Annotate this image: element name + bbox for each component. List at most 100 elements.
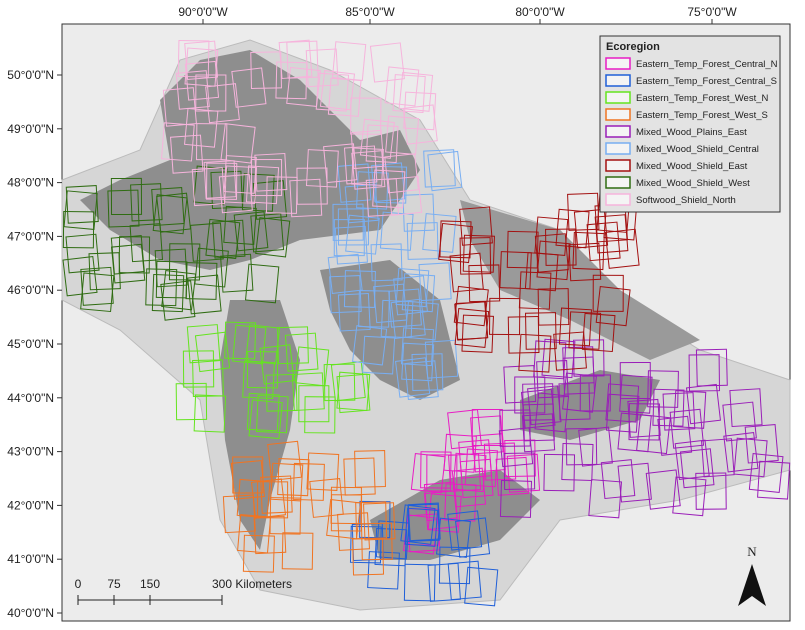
footprint-tile <box>88 252 121 291</box>
footprint-tile <box>286 66 321 108</box>
footprint-tile <box>65 233 100 274</box>
footprint-tile <box>224 165 258 205</box>
footprint-tile <box>203 160 237 199</box>
footprint-tile <box>438 222 473 264</box>
footprint-tile <box>384 66 420 107</box>
footprint-tile <box>230 460 266 500</box>
north-arrow-shape <box>738 564 766 606</box>
legend-label: Mixed_Wood_Shield_West <box>636 178 750 189</box>
footprint-tile <box>369 42 405 83</box>
footprint-tile <box>298 385 330 423</box>
lat-label: 42°0'0"N <box>7 498 54 512</box>
footprint-tile <box>291 372 325 412</box>
footprint-tile <box>305 149 339 188</box>
footprint-tile <box>156 192 192 233</box>
footprint-tile <box>155 260 188 299</box>
footprint-tile <box>233 211 269 252</box>
footprint-tile <box>393 275 428 316</box>
footprint-tile <box>223 205 257 245</box>
footprint-tile <box>352 325 388 366</box>
footprint-tile <box>220 123 256 164</box>
legend-label: Eastern_Temp_Forest_West_S <box>636 110 768 121</box>
footprint-tile <box>652 388 685 427</box>
legend-label: Softwood_Shield_North <box>636 195 736 206</box>
footprint-tile <box>306 452 340 491</box>
footprint-tile <box>701 438 735 478</box>
footprint-tile <box>110 235 145 275</box>
footprint-tile <box>358 290 390 328</box>
footprint-tile <box>558 307 592 347</box>
footprint-tile <box>359 500 391 539</box>
footprint-tile <box>619 374 653 414</box>
footprint-tile <box>636 413 671 455</box>
footprint-tile <box>184 60 220 101</box>
legend-label: Mixed_Wood_Shield_Central <box>636 144 759 155</box>
footprint-tile <box>619 361 651 400</box>
footprint-tile <box>186 324 221 364</box>
footprint-tile <box>267 440 302 481</box>
footprint-tile <box>160 280 196 321</box>
footprint-tile <box>362 335 396 375</box>
footprint-tile <box>748 452 784 494</box>
footprint-tile <box>218 173 253 214</box>
footprint-tile <box>349 525 382 564</box>
footprint-tile <box>337 292 371 332</box>
footprint-tile <box>464 566 499 607</box>
footprint-tile <box>534 216 569 256</box>
footprint-tile <box>448 453 482 492</box>
footprint-tile <box>617 462 652 503</box>
footprint-tile <box>395 267 430 308</box>
footprint-tile <box>403 91 437 131</box>
legend-label: Mixed_Wood_Shield_East <box>636 161 748 172</box>
footprint-tile <box>260 475 293 514</box>
scale-label: 0 <box>75 577 82 591</box>
legend-swatch <box>605 74 631 87</box>
footprint-tile <box>534 233 569 273</box>
footprint-tile <box>674 439 710 481</box>
footprint-tile <box>161 122 195 162</box>
lon-label: 85°0'0"W <box>345 5 395 19</box>
footprint-tile <box>304 396 336 434</box>
footprint-tile <box>289 178 323 218</box>
footprint-tile <box>248 399 283 440</box>
footprint-tile <box>175 382 208 421</box>
legend-title: Ecoregion <box>606 41 660 53</box>
footprint-tile <box>184 107 219 148</box>
lake-erie <box>370 470 540 560</box>
footprint-tile <box>361 522 393 561</box>
footprint-tile <box>423 481 458 522</box>
footprint-tile <box>600 459 636 500</box>
footprint-tile <box>110 177 143 216</box>
footprint-tile <box>685 383 721 425</box>
footprint-tile <box>236 478 271 519</box>
footprint-tile <box>534 392 570 433</box>
footprint-tile <box>555 208 590 249</box>
footprint-tile <box>259 344 295 385</box>
footprint-tile <box>326 499 362 540</box>
footprint-tile <box>278 39 313 80</box>
footprint-tile <box>679 448 715 489</box>
footprint-tile <box>733 437 768 478</box>
scale-label: 150 <box>140 577 160 591</box>
footprint-tile <box>367 551 400 590</box>
footprint-tile <box>402 104 438 145</box>
footprint-tile <box>250 213 285 253</box>
footprint-tile <box>459 458 494 499</box>
footprint-tile <box>404 507 439 547</box>
footprint-tile <box>151 274 185 313</box>
footprint-tile <box>545 228 577 266</box>
footprint-tile <box>471 408 503 446</box>
footprint-tile <box>365 124 399 164</box>
legend-swatch <box>605 125 631 138</box>
footprint-tile <box>65 185 99 224</box>
footprint-tile <box>536 360 569 399</box>
legend-swatch <box>605 57 631 70</box>
footprint-tile <box>518 333 552 373</box>
footprint-tile <box>605 393 640 433</box>
footprint-tile <box>744 423 779 464</box>
footprint-tile <box>579 374 611 412</box>
footprint-tile <box>420 451 452 489</box>
footprint-tile <box>329 275 362 314</box>
footprint-tile <box>558 382 591 421</box>
footprint-tile <box>350 129 385 170</box>
